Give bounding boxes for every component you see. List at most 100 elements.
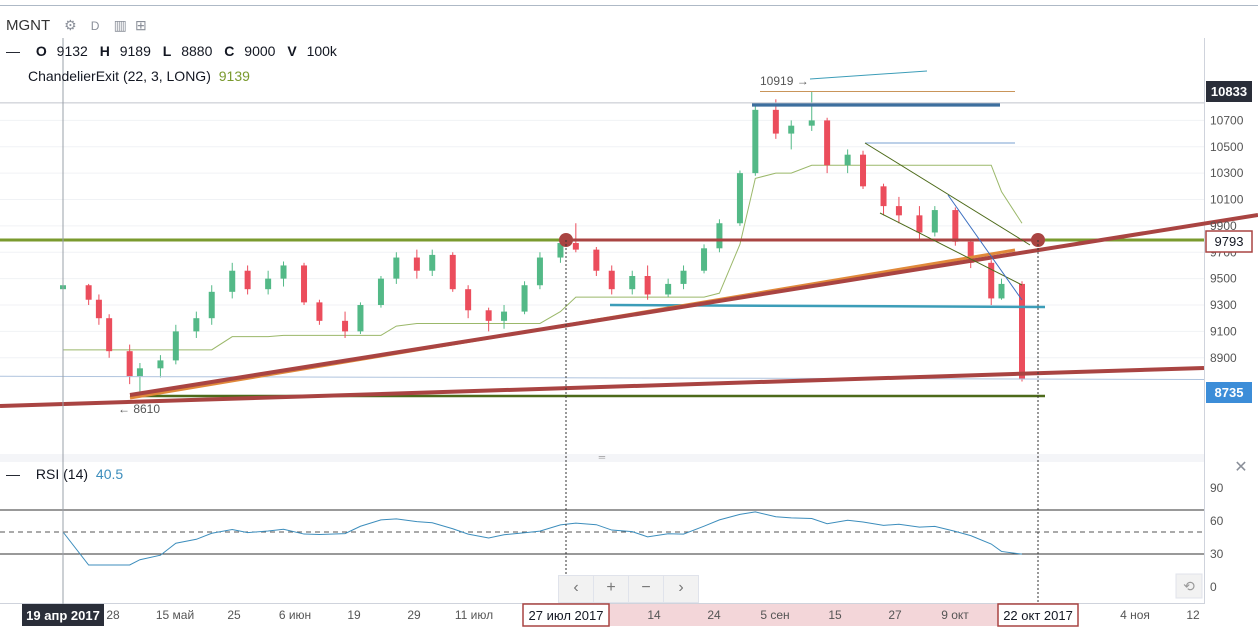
rsi-legend[interactable]: — RSI (14) 40.5 [6, 466, 123, 482]
collapse-icon[interactable]: — [6, 43, 20, 59]
scroll-right-button[interactable]: › [663, 575, 699, 603]
rsi-line [62, 511, 1023, 566]
indicator-name: ChandelierExit (22, 3, LONG) [28, 68, 211, 84]
candle-body [1019, 283, 1025, 380]
rsi-collapse-icon[interactable]: — [6, 466, 20, 482]
candle-body [998, 283, 1005, 299]
candle-body [193, 318, 200, 332]
price-tick-label: 10300 [1210, 166, 1244, 180]
range-start-label: 27 июл 2017 [529, 608, 604, 623]
candle-body [736, 173, 743, 224]
candle-body [377, 278, 384, 306]
last-price-badge: 8735 [1206, 382, 1252, 403]
price-axis-border [1204, 38, 1205, 604]
candle-body [716, 223, 723, 249]
candle-body [593, 249, 600, 271]
v-label: V [287, 43, 297, 59]
time-axis[interactable]: 28 15 май 25 6 июн 19 29 11 июл 14 24 5 сен 15 27 9 … [106, 608, 1200, 622]
candle-body [880, 186, 887, 207]
rsi-axis: 90 60 30 0 [1210, 481, 1224, 594]
rsi-name: RSI (14) [35, 466, 89, 482]
candle-body [136, 368, 143, 377]
candle-body [536, 257, 543, 286]
price-tick-label: 10500 [1210, 140, 1244, 154]
candle-body [244, 270, 251, 290]
candle-body [772, 109, 779, 134]
candle-body [342, 320, 349, 332]
candle-body [429, 254, 436, 271]
candle-body [208, 291, 215, 319]
main-trendline [129, 213, 1258, 397]
price-tick-label: 9300 [1210, 298, 1237, 312]
time-tick-label: 15 [828, 608, 842, 622]
time-tick-label: 9 окт [941, 608, 969, 622]
time-tick-label: 11 июл [455, 608, 493, 622]
compare-icon[interactable]: ⊞ [135, 17, 147, 33]
indicator-value: 9139 [218, 68, 250, 84]
price-tick-label: 9500 [1210, 272, 1237, 286]
gear-icon[interactable]: ⚙ [64, 17, 77, 33]
time-tick-label: 5 сен [760, 608, 789, 622]
candle-body [680, 270, 687, 284]
line-badge-label: 9793 [1215, 234, 1244, 249]
candle-body [752, 109, 759, 174]
close-icon[interactable]: ✕ [1234, 459, 1247, 476]
o-value: 9132 [56, 43, 88, 59]
candle-body [808, 120, 815, 126]
candle-body [301, 265, 308, 303]
price-axis[interactable]: 1070010500103001010099009700950093009100… [1210, 113, 1244, 364]
scroll-left-button[interactable]: ‹ [558, 575, 594, 603]
candle-body [665, 283, 672, 295]
high-badge-label: 10833 [1211, 84, 1247, 99]
candle-body [316, 302, 323, 321]
candle-body [157, 360, 164, 369]
candle-body [988, 262, 995, 299]
candle-body [449, 254, 456, 290]
last-price-line [0, 375, 1205, 381]
drawings[interactable] [0, 70, 1258, 408]
pane-handle[interactable]: ═ [598, 452, 606, 462]
rsi-pane [0, 509, 1204, 566]
zoom-out-button[interactable]: − [628, 575, 664, 603]
time-tick-label: 15 май [156, 608, 194, 622]
candle-body [824, 120, 831, 166]
candle-body [501, 311, 508, 321]
zoom-in-button[interactable]: + [593, 575, 629, 603]
indicator-legend[interactable]: ChandelierExit (22, 3, LONG) 9139 [28, 68, 250, 84]
time-tick-label: 27 [888, 608, 902, 622]
reset-button[interactable] [1175, 573, 1203, 599]
cursor-date-badge: 19 апр 2017 [22, 604, 104, 626]
rsi-tick-label: 90 [1210, 481, 1224, 495]
candles [60, 91, 1025, 396]
candle-body [521, 285, 528, 312]
pane-separator[interactable] [0, 454, 1204, 462]
candle-body [608, 270, 615, 290]
price-tick-label: 8900 [1210, 351, 1237, 365]
time-tick-label: 14 [647, 608, 661, 622]
time-tick-label: 25 [227, 608, 241, 622]
candle-body [265, 278, 272, 290]
high-annotation: 10919 → [760, 74, 809, 88]
grid [0, 119, 1204, 359]
candle-body [229, 270, 236, 292]
c-label: C [224, 43, 235, 59]
range-end-badge: 22 окт 2017 [997, 603, 1079, 627]
chart-type-icon[interactable]: ▥ [113, 17, 127, 33]
fast-trendline [947, 194, 1023, 301]
rsi-tick-label: 0 [1210, 580, 1217, 594]
h-label: H [99, 43, 110, 59]
time-tick-label: 12 [1186, 608, 1200, 622]
candle-body [357, 305, 364, 332]
candle-body [106, 318, 113, 352]
price-tick-label: 10700 [1210, 113, 1244, 127]
candle-body [931, 210, 938, 233]
range-end-label: 22 окт 2017 [1003, 608, 1073, 623]
candle-body [701, 248, 708, 271]
o-label: O [35, 43, 47, 59]
channel-upper [864, 142, 1031, 246]
candle-body [126, 351, 133, 377]
interval-label[interactable]: D [90, 19, 100, 33]
c-value: 9000 [244, 43, 276, 59]
l-label: L [162, 43, 172, 59]
